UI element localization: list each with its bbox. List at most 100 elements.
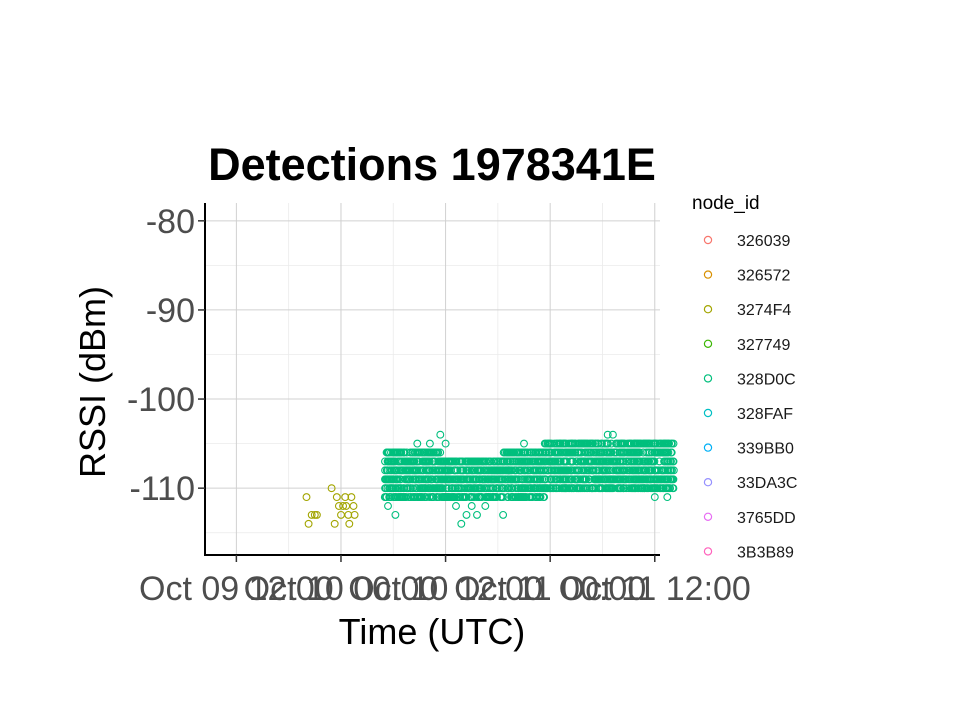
legend-entries: 326039 326572 3274F4 327749 328D0C 328FAF 339B…	[703, 233, 797, 561]
data-point	[452, 457, 461, 466]
y-tick-label: -100	[127, 381, 195, 419]
legend-label: 328FAF	[737, 406, 793, 423]
y-tick-label: -80	[146, 203, 195, 241]
data-point	[665, 439, 674, 448]
data-point	[629, 439, 638, 448]
legend-label: 33DA3C	[737, 475, 797, 492]
data-point	[576, 475, 585, 484]
legend-key	[703, 547, 713, 556]
data-point	[473, 510, 481, 519]
data-point	[619, 484, 628, 493]
data-point	[458, 457, 467, 466]
data-point	[523, 448, 532, 457]
legend-key	[703, 478, 713, 487]
data-point	[397, 448, 406, 457]
data-point	[577, 439, 586, 448]
legend-key	[703, 235, 713, 245]
data-point	[488, 493, 497, 502]
data-point	[489, 484, 498, 493]
data-point	[498, 493, 507, 502]
data-point	[459, 466, 468, 475]
data-point	[467, 502, 476, 510]
data-point	[664, 448, 673, 457]
data-point	[530, 484, 539, 493]
data-point	[546, 439, 555, 448]
data-point	[667, 448, 676, 457]
data-point	[536, 493, 545, 502]
data-point	[410, 466, 419, 475]
legend-label: 327749	[737, 337, 790, 354]
data-point	[540, 493, 549, 502]
data-point	[663, 493, 672, 502]
data-point	[400, 448, 409, 457]
legend-key	[703, 305, 713, 314]
data-point	[330, 519, 339, 528]
data-point	[594, 439, 603, 448]
data-point	[429, 493, 438, 502]
x-tick-label: Oct 11 12:00	[559, 570, 751, 608]
data-point	[307, 510, 316, 519]
data-point	[302, 493, 311, 502]
data-point	[571, 448, 580, 457]
data-point	[327, 484, 336, 493]
chart-title: Detections 1978341E	[208, 139, 656, 190]
data-point	[493, 493, 501, 502]
legend-key	[703, 512, 713, 522]
data-point	[350, 510, 359, 519]
data-point	[603, 430, 612, 439]
data-point	[512, 466, 521, 475]
legend-key	[703, 339, 713, 348]
data-point	[522, 493, 531, 502]
data-point	[428, 475, 437, 484]
data-point	[669, 457, 678, 466]
data-point	[304, 519, 313, 528]
legend: node_id 326039 326572 3274F4 327749 328D0C 32…	[692, 193, 797, 561]
x-tick-label: Oct 09 12:00	[139, 570, 334, 608]
data-point	[669, 466, 678, 475]
data-point	[604, 439, 612, 448]
y-axis-title: RSSI (dBm)	[72, 286, 113, 478]
data-point	[561, 484, 570, 493]
data-point	[588, 484, 596, 493]
data-point	[406, 475, 415, 484]
data-point	[520, 439, 528, 448]
legend-key	[703, 374, 713, 383]
legend-label: 328D0C	[737, 371, 796, 388]
gridlines	[205, 203, 660, 555]
legend-label: 326039	[737, 233, 790, 250]
data-point	[452, 502, 460, 510]
data-point	[669, 439, 678, 448]
data-point	[669, 484, 678, 493]
data-point	[481, 502, 490, 510]
data-point	[436, 430, 445, 439]
data-point	[446, 493, 455, 502]
data-point	[640, 484, 649, 493]
data-point	[401, 493, 410, 502]
legend-label: 326572	[737, 268, 790, 285]
data-point	[347, 493, 356, 502]
legend-key	[703, 270, 713, 279]
data-point	[332, 493, 341, 502]
data-point	[499, 510, 508, 519]
data-point	[310, 510, 319, 519]
data-point	[453, 466, 462, 475]
data-point	[457, 519, 466, 528]
data-point	[438, 484, 447, 493]
data-point	[462, 510, 471, 519]
data-point	[339, 502, 348, 510]
legend-label: 3765DD	[737, 510, 796, 527]
data-point	[650, 493, 659, 502]
x-tick-label: Oct 10 12:00	[348, 570, 543, 608]
legend-key	[703, 408, 713, 418]
data-point	[436, 448, 445, 457]
x-tick-label: Oct 11 00:00	[454, 570, 646, 608]
data-point	[535, 484, 544, 493]
data-point	[441, 439, 450, 448]
data-point	[556, 457, 565, 466]
legend-label: 3274F4	[737, 302, 791, 319]
x-axis-title: Time (UTC)	[339, 611, 526, 652]
legend-title: node_id	[692, 193, 760, 214]
data-point	[589, 439, 597, 448]
